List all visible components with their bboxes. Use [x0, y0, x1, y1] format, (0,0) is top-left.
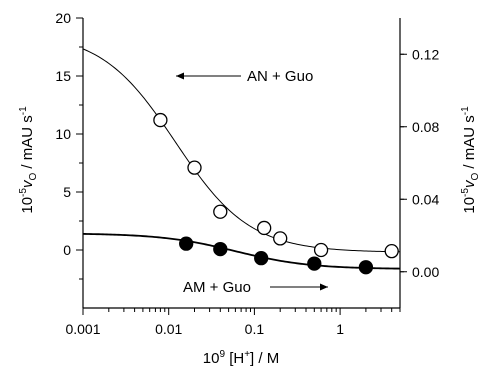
right-y-axis-title: 10-5vO / mAU s-1 [460, 106, 481, 214]
left-y-tick-label: 10 [55, 126, 71, 142]
right-y-tick-label: 0.04 [412, 191, 439, 207]
an-guo-point [213, 204, 228, 219]
right-y-tick-label: 0.08 [412, 119, 439, 135]
annotation-an-guo: AN + Guo [247, 68, 313, 85]
ticks [76, 17, 407, 315]
annotation-arrowhead-an [176, 72, 184, 80]
am-guo-point [307, 256, 322, 271]
an-guo-point [384, 244, 399, 259]
am-guo-point [254, 251, 269, 266]
fit-curve-am-guo [82, 233, 401, 270]
annotation-arrowhead-am [320, 283, 328, 291]
x-tick-label: 0.01 [155, 321, 182, 337]
left-y-tick-label: 5 [63, 184, 71, 200]
an-guo-point [313, 242, 329, 258]
x-tick-label: 0.1 [245, 321, 265, 337]
x-tick-label: 0.001 [65, 321, 100, 337]
left-y-tick-label: 0 [63, 242, 71, 258]
left-y-tick-label: 15 [55, 68, 71, 84]
fit-curve-an-guo [82, 48, 401, 253]
left-y-axis-title: 10-5vO / mAU s-1 [18, 106, 39, 214]
an-guo-point [257, 220, 272, 236]
am-guo-point [179, 236, 194, 251]
annotation-am-guo: AM + Guo [183, 279, 251, 296]
x-axis-title: 109 [H+] / M [203, 349, 279, 367]
right-y-tick-label: 0.00 [412, 264, 439, 280]
data-points [153, 112, 399, 275]
am-guo-point [358, 260, 374, 275]
an-guo-point [187, 160, 202, 175]
am-guo-point [213, 241, 228, 257]
an-guo-point [153, 112, 168, 128]
left-y-tick-label: 20 [55, 10, 71, 26]
x-tick-label: 1 [336, 321, 344, 337]
an-guo-point [273, 231, 288, 246]
axes [82, 18, 401, 309]
fit-curves [82, 48, 401, 270]
right-y-tick-label: 0.12 [412, 46, 439, 62]
annotations: AN + Guo AM + Guo [176, 68, 328, 296]
